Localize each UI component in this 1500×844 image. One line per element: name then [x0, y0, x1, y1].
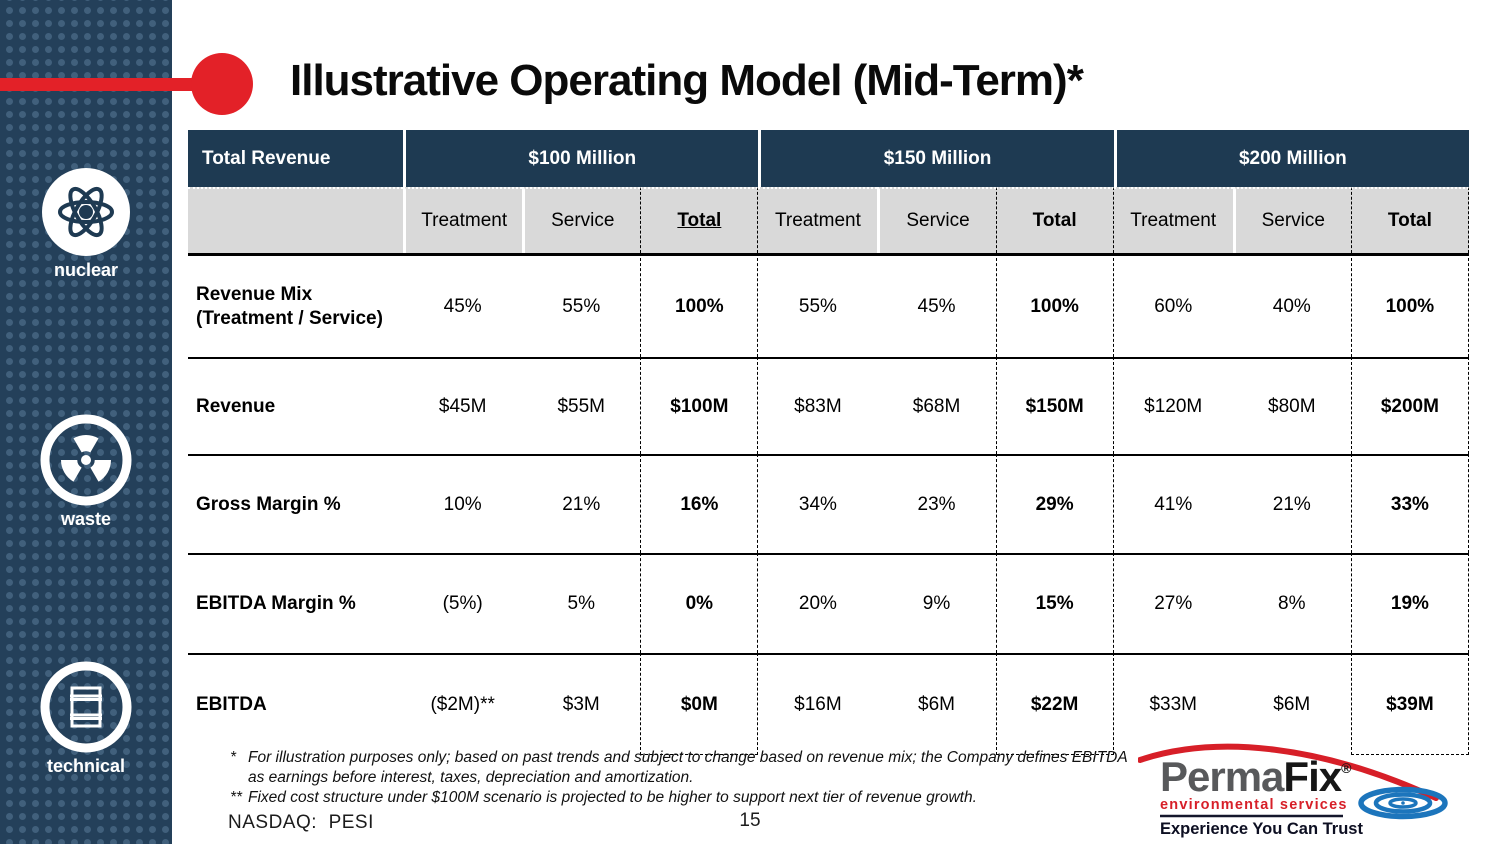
table-cell: 100%	[1350, 253, 1469, 357]
table-cell: 60%	[1113, 253, 1233, 357]
table-cell: 41%	[1113, 454, 1233, 553]
footnote-marker: **	[230, 788, 243, 806]
logo-wordmark: PermaFix®	[1160, 753, 1352, 800]
table-cell: $6M	[877, 653, 996, 755]
column-header: Service	[522, 187, 641, 253]
column-header: Total	[1350, 187, 1469, 253]
table-cell: 0%	[640, 553, 759, 653]
sidebar-item-label: technical	[46, 756, 126, 776]
table-row: EBITDA ($2M)** $3M $0M $16M $6M $22M $33…	[188, 653, 1469, 755]
sidebar-item-label: nuclear	[53, 260, 119, 280]
page-number: 15	[739, 810, 761, 831]
table-cell: $83M	[758, 357, 878, 454]
corner-header: Total Revenue	[188, 130, 404, 187]
table-cell: $22M	[995, 653, 1114, 755]
page-title: Illustrative Operating Model (Mid-Term)*	[290, 56, 1084, 105]
permafix-logo: PermaFix® environmental services Experie…	[1138, 743, 1448, 838]
drum-icon	[40, 661, 132, 753]
table-cell: $3M	[522, 653, 641, 755]
row-label: EBITDA Margin %	[188, 553, 404, 653]
table-cell: $16M	[758, 653, 878, 755]
table-cell: $6M	[1232, 653, 1351, 755]
table-cell: $0M	[640, 653, 759, 755]
row-label: Gross Margin %	[188, 454, 404, 553]
column-header: Service	[877, 187, 996, 253]
column-header: Treatment	[1113, 187, 1233, 253]
table-cell: 20%	[758, 553, 878, 653]
sidebar-item-waste: waste	[0, 413, 172, 530]
table-cell: 55%	[758, 253, 878, 357]
table-cell: 10%	[403, 454, 523, 553]
table-cell: ($2M)**	[403, 653, 523, 755]
operating-model-table: Total Revenue $100 Million $150 Million …	[188, 130, 1469, 755]
table-cell: $33M	[1113, 653, 1233, 755]
bullet-circle	[191, 53, 253, 115]
table-cell: 33%	[1350, 454, 1469, 553]
table-cell: 45%	[877, 253, 996, 357]
logo-ripple-icon	[1358, 786, 1448, 820]
table-row: Revenue Mix (Treatment / Service) 45% 55…	[188, 253, 1469, 357]
row-label: EBITDA	[188, 653, 404, 755]
table-cell: 45%	[403, 253, 523, 357]
table-cell: $39M	[1350, 653, 1469, 755]
column-header: Treatment	[758, 187, 878, 253]
logo-subtitle: environmental services	[1160, 797, 1348, 813]
sidebar-item-label: waste	[60, 509, 112, 529]
table-cell: (5%)	[403, 553, 523, 653]
column-header: Total	[995, 187, 1114, 253]
table-cell: $45M	[403, 357, 523, 454]
footnotes: * For illustration purposes only; based …	[230, 748, 1145, 807]
table-cell: $80M	[1232, 357, 1351, 454]
table-cell: 16%	[640, 454, 759, 553]
group-header: $100 Million	[403, 130, 759, 187]
table-cell: 100%	[640, 253, 759, 357]
footnote-text: Fixed cost structure under $100M scenari…	[248, 788, 977, 806]
sidebar: nuclear waste technical	[0, 0, 172, 844]
table-cell: 5%	[522, 553, 641, 653]
table-cell: $200M	[1350, 357, 1469, 454]
table-cell: 21%	[522, 454, 641, 553]
table-cell: 23%	[877, 454, 996, 553]
footnote-marker: *	[230, 749, 237, 766]
group-header: $200 Million	[1113, 130, 1469, 187]
row-label: Revenue Mix (Treatment / Service)	[188, 253, 404, 357]
accent-line	[0, 78, 222, 91]
radiation-icon	[40, 414, 132, 506]
row-label: Revenue	[188, 357, 404, 454]
table-cell: 21%	[1232, 454, 1351, 553]
table-row: EBITDA Margin % (5%) 5% 0% 20% 9% 15% 27…	[188, 553, 1469, 653]
footnote-text: For illustration purposes only; based on…	[248, 749, 1128, 786]
column-header: Service	[1232, 187, 1351, 253]
table-cell: $150M	[995, 357, 1114, 454]
footnote: * For illustration purposes only; based …	[230, 748, 1145, 788]
sidebar-item-nuclear: nuclear	[0, 166, 172, 281]
table-cell: 100%	[995, 253, 1114, 357]
table-cell: 29%	[995, 454, 1114, 553]
table-row: Gross Margin % 10% 21% 16% 34% 23% 29% 4…	[188, 454, 1469, 553]
logo-tagline: Experience You Can Trust	[1160, 820, 1363, 838]
table-cell: $55M	[522, 357, 641, 454]
table-cell: 19%	[1350, 553, 1469, 653]
footnote: ** Fixed cost structure under $100M scen…	[230, 788, 1145, 808]
column-header: Treatment	[403, 187, 523, 253]
table-cell: 55%	[522, 253, 641, 357]
ticker-label: NASDAQ: PESI	[228, 812, 374, 833]
table-cell: 40%	[1232, 253, 1351, 357]
table-cell: 9%	[877, 553, 996, 653]
table-cell: 27%	[1113, 553, 1233, 653]
group-header: $150 Million	[758, 130, 1114, 187]
table-cell: $100M	[640, 357, 759, 454]
table-cell: 34%	[758, 454, 878, 553]
column-header-blank	[188, 187, 404, 253]
sidebar-item-technical: technical	[0, 660, 172, 777]
column-header: Total	[640, 187, 759, 253]
table-cell: $68M	[877, 357, 996, 454]
table-cell: $120M	[1113, 357, 1233, 454]
table-cell: 15%	[995, 553, 1114, 653]
logo-swoosh	[1138, 743, 1439, 801]
table-row: Revenue $45M $55M $100M $83M $68M $150M …	[188, 357, 1469, 454]
atom-icon	[42, 168, 130, 256]
table-cell: 8%	[1232, 553, 1351, 653]
